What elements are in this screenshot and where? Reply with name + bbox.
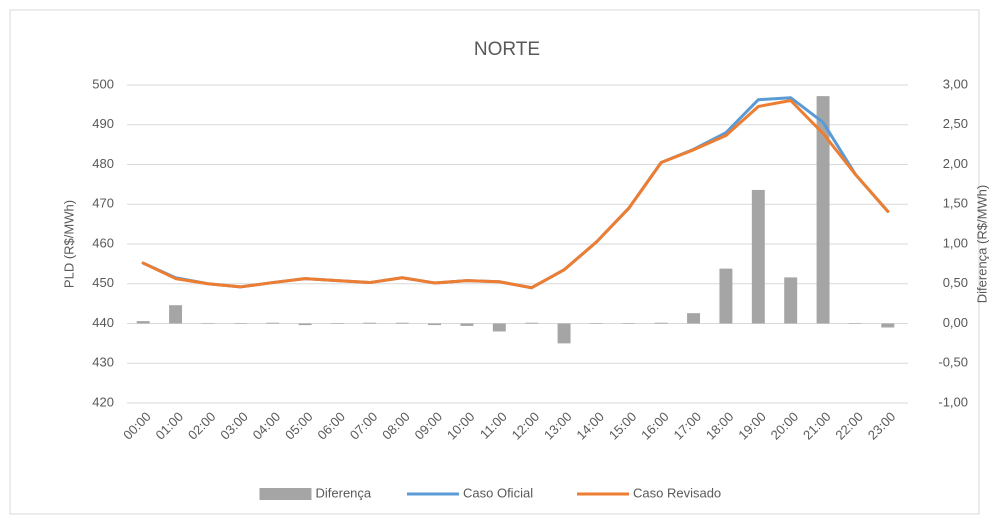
y2-tick-label: -1,00 — [938, 394, 968, 409]
bar — [525, 322, 539, 324]
y-axis-title: PLD (R$/MWh) — [61, 200, 76, 288]
y2-tick-label: 0,00 — [943, 315, 968, 330]
legend-label: Caso Oficial — [463, 485, 533, 500]
y-tick-label: 450 — [92, 275, 114, 290]
y2-tick-label: 1,50 — [943, 196, 968, 211]
y-tick-label: 490 — [92, 116, 114, 131]
y2-tick-label: 3,00 — [943, 76, 968, 91]
bar — [848, 323, 862, 324]
bar — [654, 322, 668, 324]
bar — [784, 277, 798, 324]
bar — [687, 313, 701, 324]
bar — [233, 323, 247, 324]
bar — [136, 321, 150, 324]
bar — [266, 322, 280, 324]
y-tick-label: 470 — [92, 196, 114, 211]
y-tick-label: 430 — [92, 355, 114, 370]
bar — [298, 323, 312, 326]
bar — [557, 323, 571, 344]
y2-tick-label: 2,50 — [943, 116, 968, 131]
bar — [395, 322, 409, 324]
bar — [330, 323, 344, 324]
bar — [589, 323, 603, 324]
y2-tick-label: 2,00 — [943, 156, 968, 171]
bar — [169, 305, 183, 324]
bar — [460, 323, 474, 326]
line — [141, 99, 890, 290]
y-tick-label: 440 — [92, 315, 114, 330]
bar — [719, 268, 733, 324]
y2-axis-title: Diferença (R$/MWh) — [974, 185, 989, 303]
bar — [201, 323, 215, 324]
y-tick-label: 420 — [92, 394, 114, 409]
chart-border — [9, 9, 980, 515]
legend-swatch — [259, 488, 312, 500]
y2-tick-label: -0,50 — [938, 355, 968, 370]
y2-tick-label: 1,00 — [943, 235, 968, 250]
legend-label: Diferença — [316, 485, 372, 500]
legend-label: Caso Revisado — [633, 485, 721, 500]
bar — [492, 323, 506, 332]
y-tick-label: 500 — [92, 76, 114, 91]
chart-title: NORTE — [474, 39, 540, 60]
y2-tick-label: 0,50 — [943, 275, 968, 290]
bar — [751, 189, 765, 324]
y-tick-label: 460 — [92, 235, 114, 250]
bar — [363, 322, 377, 324]
bar — [881, 323, 895, 328]
bar — [428, 323, 442, 326]
bar — [622, 323, 636, 324]
y-tick-label: 480 — [92, 156, 114, 171]
bar — [816, 96, 830, 324]
